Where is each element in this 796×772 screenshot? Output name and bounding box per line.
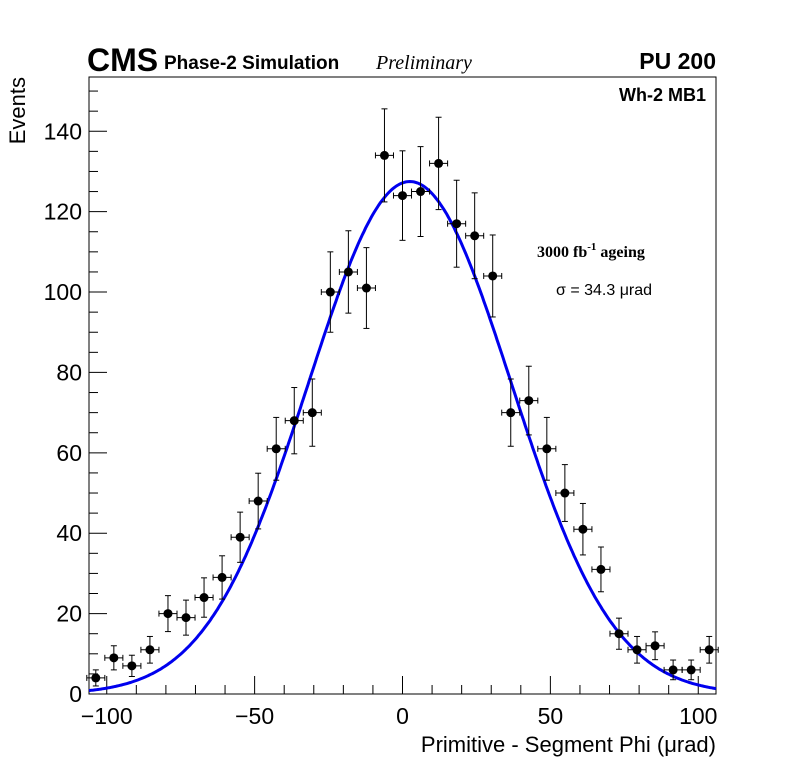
data-marker: [650, 641, 660, 651]
data-marker: [253, 496, 263, 506]
y-axis: 0 20 40 60 80 100 120 140: [44, 90, 107, 707]
y-tick-label: 60: [56, 440, 82, 466]
data-point: [212, 555, 232, 600]
data-marker: [470, 231, 480, 241]
data-point: [392, 150, 413, 241]
data-point: [501, 378, 521, 447]
data-marker: [398, 191, 407, 201]
data-marker: [614, 629, 624, 639]
data-point: [140, 635, 160, 664]
y-tick-label: 100: [44, 279, 82, 305]
data-marker: [434, 158, 444, 168]
ageing-prefix: 3000 fb: [537, 244, 587, 261]
data-point: [429, 116, 449, 211]
simulation-label: Phase-2 Simulation: [164, 53, 339, 74]
data-point: [194, 577, 214, 618]
data-marker: [91, 673, 101, 683]
data-marker: [217, 572, 227, 582]
y-axis-title: Events: [5, 77, 30, 144]
y-tick-label: 80: [56, 359, 82, 385]
data-point: [266, 416, 286, 481]
data-point: [591, 546, 611, 593]
data-point: [465, 192, 485, 280]
status-label: Preliminary: [375, 52, 472, 74]
station-label: Wh-2 MB1: [619, 85, 706, 105]
data-point: [699, 635, 719, 664]
data-point: [555, 464, 575, 522]
data-marker: [109, 653, 119, 663]
x-axis: −100 −50 0 50 100: [81, 676, 717, 729]
data-point: [645, 631, 665, 661]
x-tick-label: 50: [538, 703, 564, 729]
data-marker: [127, 661, 137, 671]
data-point: [411, 146, 431, 237]
data-marker: [668, 665, 678, 675]
data-point: [302, 378, 322, 447]
data-marker: [686, 665, 696, 675]
data-marker: [704, 645, 714, 655]
data-marker: [632, 645, 642, 655]
x-tick-label: 0: [396, 703, 409, 729]
data-points-group: [86, 108, 719, 687]
y-tick-label: 40: [56, 520, 82, 546]
y-tick-label: 140: [44, 118, 82, 144]
data-marker: [524, 396, 534, 406]
y-tick-label: 120: [44, 199, 82, 225]
data-point: [447, 179, 467, 268]
data-marker: [289, 416, 299, 426]
sigma-label: σ = 34.3 μrad: [556, 282, 652, 299]
ageing-sup: -1: [587, 241, 596, 253]
data-point: [122, 654, 142, 677]
data-marker: [596, 564, 606, 574]
data-point: [104, 645, 124, 671]
chart-header: CMS Phase-2 Simulation Preliminary PU 20…: [87, 42, 716, 78]
x-tick-label: −100: [81, 703, 133, 729]
data-point: [663, 659, 683, 681]
data-marker: [163, 609, 173, 619]
x-axis-title: Primitive - Segment Phi (μrad): [421, 732, 716, 757]
data-point: [248, 472, 268, 530]
x-tick-label: 100: [679, 703, 717, 729]
data-point: [483, 234, 503, 318]
data-marker: [181, 613, 191, 623]
data-marker: [560, 488, 570, 498]
data-point: [573, 502, 593, 556]
data-marker: [416, 187, 426, 197]
data-point: [338, 230, 358, 314]
ageing-suffix: ageing: [596, 244, 644, 261]
data-marker: [199, 593, 209, 603]
data-marker: [506, 408, 516, 418]
data-point: [86, 669, 106, 687]
y-tick-label: 0: [69, 681, 82, 707]
experiment-label: CMS: [87, 42, 158, 78]
data-marker: [542, 444, 552, 454]
data-marker: [361, 283, 371, 293]
data-marker: [145, 645, 155, 655]
data-point: [537, 416, 557, 481]
data-point: [681, 659, 701, 681]
data-marker: [343, 267, 353, 277]
data-marker: [379, 150, 389, 160]
x-tick-label: −50: [235, 703, 274, 729]
data-point: [356, 247, 376, 329]
pileup-label: PU 200: [639, 48, 716, 74]
data-point: [609, 617, 629, 650]
data-point: [158, 595, 178, 633]
data-marker: [578, 524, 588, 534]
data-point: [374, 108, 394, 203]
ageing-label: 3000 fb-1 ageing: [537, 241, 645, 261]
data-marker: [452, 219, 462, 229]
data-point: [176, 599, 196, 636]
data-point: [519, 365, 539, 436]
data-marker: [307, 408, 317, 418]
data-marker: [488, 271, 498, 281]
data-marker: [271, 444, 281, 454]
data-point: [230, 511, 250, 563]
data-marker: [235, 532, 245, 542]
data-point: [284, 387, 304, 455]
y-tick-label: 20: [56, 601, 82, 627]
data-point: [320, 251, 340, 333]
data-marker: [325, 287, 335, 297]
